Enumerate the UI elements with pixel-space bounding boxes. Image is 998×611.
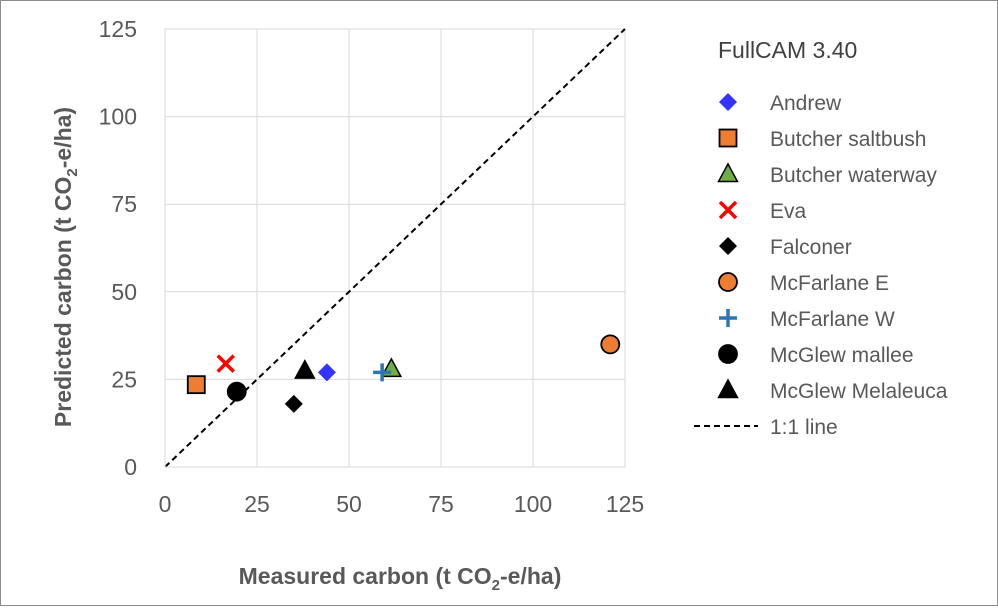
legend-marker	[718, 200, 738, 220]
legend-label: McFarlane E	[770, 272, 889, 295]
legend-label: Andrew	[770, 92, 842, 115]
legend: Andrew Butcher saltbush Butcher waterway Ev…	[694, 92, 948, 439]
x-tick-label: 50	[336, 491, 362, 517]
x-tick-label: 0	[159, 491, 172, 517]
legend-label: 1:1 line	[770, 416, 838, 439]
data-point	[226, 381, 247, 402]
legend-label: Falconer	[770, 236, 852, 259]
legend-marker	[719, 237, 737, 255]
legend-label: Eva	[770, 200, 807, 223]
axes: 0 25 50 75 100 125 0 25 50 75 100 125	[99, 16, 645, 517]
legend-label: McGlew Melaleuca	[770, 380, 948, 403]
legend-marker	[718, 344, 738, 364]
legend-title: FullCAM 3.40	[718, 37, 857, 63]
y-tick-label: 0	[124, 454, 137, 480]
data-point	[317, 363, 336, 382]
y-tick-label: 50	[111, 279, 137, 305]
legend-label: Butcher waterway	[770, 164, 937, 187]
legend-marker	[718, 272, 738, 292]
legend-label: Butcher saltbush	[770, 128, 926, 151]
x-axis-title: Measured carbon (t CO2-e/ha)	[239, 563, 562, 594]
grid	[165, 28, 626, 467]
data-point	[186, 375, 206, 395]
x-tick-label: 125	[606, 491, 644, 517]
y-axis-title: Predicted carbon (t CO2-e/ha)	[50, 107, 81, 427]
y-tick-label: 100	[99, 104, 137, 130]
legend-marker	[717, 378, 739, 399]
data-point	[284, 394, 303, 413]
legend-marker	[719, 309, 737, 327]
x-tick-label: 75	[428, 491, 454, 517]
data-point	[373, 363, 392, 382]
legend-marker	[718, 128, 738, 148]
legend-marker	[717, 162, 739, 183]
x-tick-label: 25	[244, 491, 270, 517]
legend-marker	[719, 93, 737, 111]
y-tick-label: 125	[99, 16, 137, 42]
data-point	[600, 334, 621, 355]
y-tick-label: 25	[111, 366, 137, 392]
x-tick-label: 100	[514, 491, 552, 517]
data-point	[294, 359, 316, 379]
y-tick-label: 75	[111, 191, 137, 217]
data-points	[186, 334, 621, 413]
legend-label: McGlew mallee	[770, 344, 914, 367]
legend-label: McFarlane W	[770, 308, 895, 331]
y-axis-title-group: Predicted carbon (t CO2-e/ha)	[50, 107, 81, 427]
data-point	[216, 354, 235, 373]
